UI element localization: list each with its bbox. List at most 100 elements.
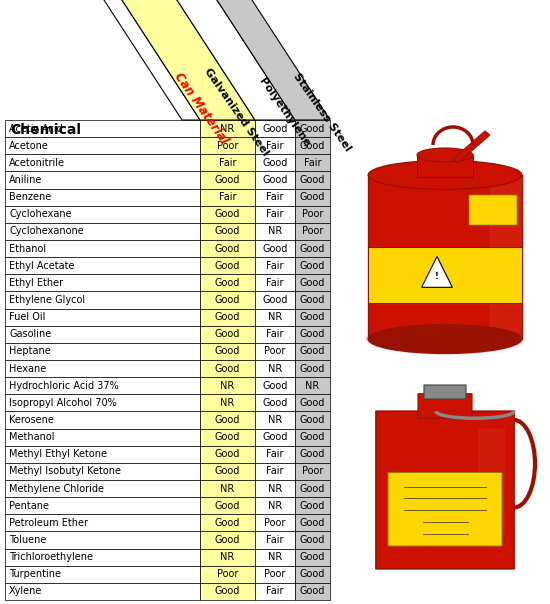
Polygon shape: [453, 131, 490, 163]
Bar: [5, 463, 200, 480]
Bar: [5, 446, 200, 463]
Text: Fair: Fair: [266, 586, 284, 596]
Bar: [200, 394, 255, 411]
Text: Fair: Fair: [266, 278, 284, 288]
Text: Isopropyl Alcohol 70%: Isopropyl Alcohol 70%: [9, 398, 117, 408]
Text: Poor: Poor: [302, 466, 323, 477]
Text: Good: Good: [300, 570, 325, 579]
Text: Acetic Acid: Acetic Acid: [9, 124, 63, 133]
Bar: [5, 326, 200, 343]
Text: Good: Good: [300, 364, 325, 373]
Text: Good: Good: [215, 466, 240, 477]
Bar: [200, 309, 255, 326]
Bar: [295, 206, 330, 223]
Bar: [5, 548, 200, 566]
Bar: [200, 206, 255, 223]
Text: Fair: Fair: [266, 261, 284, 271]
Bar: [255, 548, 295, 566]
Bar: [295, 394, 330, 411]
Bar: [5, 429, 200, 446]
Bar: [295, 326, 330, 343]
Bar: [200, 497, 255, 514]
Text: Poor: Poor: [217, 141, 238, 151]
Bar: [255, 394, 295, 411]
Bar: [200, 463, 255, 480]
Text: Hexane: Hexane: [9, 364, 46, 373]
Text: Good: Good: [215, 261, 240, 271]
Text: NR: NR: [268, 501, 282, 511]
Bar: [295, 343, 330, 360]
Text: NR: NR: [221, 124, 235, 133]
Text: Turpentine: Turpentine: [9, 570, 61, 579]
Bar: [5, 377, 200, 394]
Bar: [255, 188, 295, 206]
Text: Poor: Poor: [302, 209, 323, 219]
Polygon shape: [170, 0, 295, 120]
Bar: [368, 175, 522, 339]
Bar: [200, 137, 255, 154]
Bar: [295, 463, 330, 480]
Text: Petroleum Ether: Petroleum Ether: [9, 518, 88, 528]
Bar: [255, 514, 295, 532]
Bar: [5, 360, 200, 377]
Bar: [255, 446, 295, 463]
Bar: [295, 480, 330, 497]
FancyBboxPatch shape: [418, 394, 472, 419]
Bar: [255, 172, 295, 188]
Bar: [5, 240, 200, 257]
Bar: [200, 274, 255, 291]
Text: Good: Good: [300, 484, 325, 493]
Text: Good: Good: [300, 501, 325, 511]
Text: Ethylene Glycol: Ethylene Glycol: [9, 295, 85, 305]
Bar: [5, 343, 200, 360]
Bar: [200, 172, 255, 188]
Bar: [5, 291, 200, 309]
Bar: [5, 137, 200, 154]
Text: !: !: [435, 272, 439, 281]
Bar: [255, 429, 295, 446]
Text: Ethyl Acetate: Ethyl Acetate: [9, 261, 74, 271]
Text: Good: Good: [300, 552, 325, 562]
Text: Fair: Fair: [266, 449, 284, 459]
Text: Good: Good: [300, 586, 325, 596]
Bar: [255, 377, 295, 394]
Text: Poor: Poor: [265, 518, 285, 528]
Bar: [5, 309, 200, 326]
Text: Poor: Poor: [265, 570, 285, 579]
Bar: [295, 514, 330, 532]
Bar: [5, 583, 200, 600]
FancyBboxPatch shape: [376, 411, 514, 569]
Polygon shape: [116, 0, 255, 120]
Text: Methyl Ethyl Ketone: Methyl Ethyl Ketone: [9, 449, 107, 459]
Text: Gasoline: Gasoline: [9, 329, 51, 339]
Text: Good: Good: [300, 415, 325, 425]
Text: NR: NR: [268, 364, 282, 373]
Text: Ethanol: Ethanol: [9, 243, 46, 254]
Bar: [255, 360, 295, 377]
Bar: [295, 429, 330, 446]
Bar: [255, 463, 295, 480]
Bar: [255, 223, 295, 240]
Bar: [5, 120, 200, 137]
Bar: [200, 257, 255, 274]
Bar: [5, 566, 200, 583]
Text: Fair: Fair: [266, 535, 284, 545]
Text: Methanol: Methanol: [9, 432, 54, 442]
Bar: [255, 343, 295, 360]
Bar: [5, 223, 200, 240]
Text: Good: Good: [262, 243, 288, 254]
Ellipse shape: [365, 323, 525, 355]
Bar: [295, 532, 330, 548]
Text: Good: Good: [300, 278, 325, 288]
Text: NR: NR: [221, 484, 235, 493]
Text: NR: NR: [221, 398, 235, 408]
Text: Good: Good: [300, 295, 325, 305]
Text: Good: Good: [215, 364, 240, 373]
Bar: [200, 120, 255, 137]
Text: Good: Good: [300, 449, 325, 459]
Polygon shape: [422, 257, 453, 288]
Bar: [5, 394, 200, 411]
Bar: [5, 274, 200, 291]
Text: Good: Good: [300, 141, 325, 151]
Text: Fair: Fair: [266, 192, 284, 202]
